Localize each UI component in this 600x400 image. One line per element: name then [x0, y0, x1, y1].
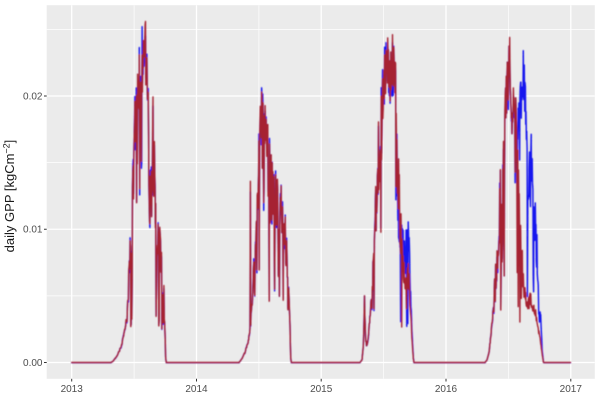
svg-text:0.01: 0.01 [23, 225, 43, 236]
svg-text:2017: 2017 [560, 384, 583, 395]
svg-text:daily GPP [kgCm−2]: daily GPP [kgCm−2] [2, 140, 18, 253]
svg-text:0.02: 0.02 [23, 91, 43, 102]
svg-text:2013: 2013 [61, 384, 84, 395]
svg-text:2014: 2014 [185, 384, 208, 395]
svg-text:0.00: 0.00 [23, 358, 43, 369]
svg-text:2016: 2016 [435, 384, 458, 395]
svg-text:2015: 2015 [310, 384, 333, 395]
